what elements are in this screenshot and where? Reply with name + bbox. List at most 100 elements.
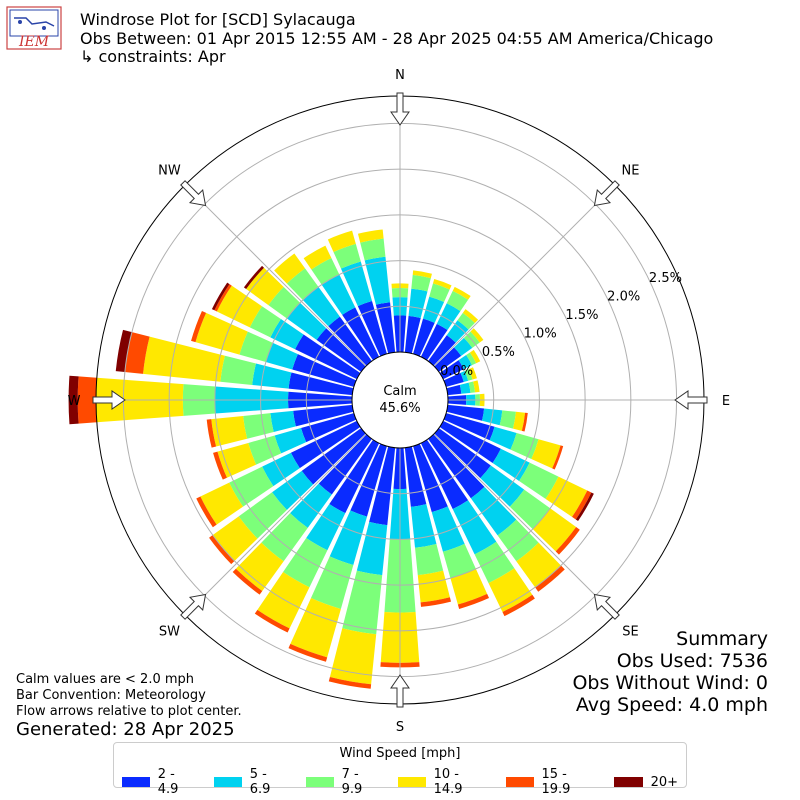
flow-arrow — [593, 180, 620, 207]
windrose-bar-segment — [470, 328, 484, 343]
windrose-bar-segment — [115, 329, 132, 373]
legend-label: 5 - 6.9 — [249, 767, 271, 797]
legend-swatch — [613, 777, 643, 787]
radial-tick-labels: 0.0% 0.5% 1.0% 1.5% 2.0% 2.5% — [440, 271, 682, 379]
windrose-bar-segment — [283, 538, 328, 588]
windrose-bar-segment — [516, 542, 561, 588]
windrose-bar-segment — [432, 279, 452, 290]
windrose-bar-segment — [499, 410, 516, 429]
windrose-bar-segment — [243, 265, 264, 290]
windrose-bar-segment — [473, 380, 480, 393]
windrose-bar-segment — [248, 435, 282, 465]
windrose-bar-segment — [196, 496, 217, 528]
windrose-bar-segment — [77, 376, 97, 424]
direction-label: S — [396, 720, 404, 735]
windrose-bar-segment — [209, 535, 235, 565]
windrose-bar-segment — [232, 568, 263, 595]
windrose-bar-segment — [238, 492, 287, 539]
direction-label: NE — [622, 163, 640, 178]
calm-note: Calm values are < 2.0 mph — [16, 672, 195, 687]
legend-item: 2 - 4.9 — [122, 767, 198, 797]
windrose-bar-segment — [452, 500, 497, 555]
windrose-bar-segment — [410, 504, 437, 548]
windrose-bar-segment — [434, 428, 491, 479]
legend-item: 20+ — [613, 767, 678, 797]
windrose-bar-segment — [489, 426, 517, 450]
windrose-bar-segment — [458, 355, 473, 370]
flow-arrows — [92, 92, 708, 708]
windrose-bar-segment — [428, 434, 485, 499]
chart-constraints: ↳ constraints: Apr — [80, 47, 226, 66]
windrose-bar-segment — [532, 508, 577, 552]
windrose-bar-segment — [535, 565, 565, 592]
legend-swatch — [505, 777, 534, 787]
direction-label: W — [68, 394, 81, 409]
radial-tick-label: 1.0% — [524, 327, 557, 342]
chart-header: Windrose Plot for [SCD] Sylacauga Obs Be… — [80, 10, 713, 67]
legend-swatch — [213, 777, 242, 787]
chart-notes: Calm values are < 2.0 mph Bar Convention… — [16, 672, 242, 720]
legend-label: 20+ — [650, 774, 678, 790]
windrose-bar-segment — [442, 543, 476, 579]
windrose-bar-segment — [257, 572, 310, 629]
chart-title: Windrose Plot for [SCD] Sylacauga — [80, 10, 356, 29]
windrose-bar-segment — [288, 372, 354, 396]
windrose-bar-segment — [415, 544, 444, 576]
windrose-bar-segment — [466, 352, 477, 366]
windrose-bar-segment — [302, 286, 340, 327]
windrose-bar-segment — [262, 452, 300, 487]
calm-label: Calm — [383, 384, 416, 399]
legend-label: 10 - 14.9 — [433, 767, 463, 797]
windrose-bar-segment — [509, 489, 551, 530]
windrose-bar-segment — [412, 270, 432, 279]
windrose-bar-segment — [290, 483, 332, 528]
windrose-bar-segment — [531, 439, 561, 469]
legend-swatch — [397, 777, 426, 787]
windrose-bar-segment — [249, 306, 281, 338]
windrose-bar-segment — [318, 434, 372, 495]
windrose-bar-segment — [369, 446, 396, 526]
summary-box: Summary Obs Used: 7536 Obs Without Wind:… — [572, 628, 768, 716]
calm-value: 45.6% — [379, 401, 420, 416]
windrose-bar-segment — [492, 448, 530, 481]
legend-item: 5 - 6.9 — [213, 767, 290, 797]
windrose-bars — [68, 229, 594, 689]
legend-item: 15 - 19.9 — [505, 767, 598, 797]
direction-label: E — [722, 394, 730, 409]
flow-arrow — [593, 593, 620, 620]
direction-label: N — [395, 68, 405, 83]
windrose-bar-segment — [286, 268, 319, 301]
windrose-bar-segment — [497, 519, 539, 562]
windrose-bar-segment — [340, 261, 372, 307]
windrose-bar-segment — [321, 274, 356, 315]
windrose-bar-segment — [328, 676, 372, 689]
windrose-bar-segment — [423, 296, 445, 323]
windrose-bar-segment — [213, 451, 227, 480]
windrose-bar-segment — [364, 256, 391, 305]
windrose-bar-segment — [270, 410, 296, 432]
windrose-bar-segment — [342, 307, 380, 361]
windrose-bar-segment — [272, 470, 314, 510]
windrose-bar-segment — [243, 413, 274, 439]
flow-arrow — [390, 674, 410, 708]
windrose-bar-segment — [428, 335, 456, 366]
windrose-bar-segment — [342, 570, 383, 635]
windrose-bar-segment — [254, 609, 290, 633]
grid-spoke — [184, 184, 367, 367]
windrose-bar-segment — [239, 331, 273, 363]
legend-swatch — [305, 777, 334, 787]
windrose-bar-segment — [357, 301, 387, 357]
windrose-bar-segment — [195, 312, 248, 355]
windrose-bar-segment — [200, 482, 244, 525]
windrose-bar-segment — [217, 442, 257, 478]
windrose-bar-segment — [446, 404, 485, 421]
flow-arrow — [674, 390, 708, 410]
summary-title: Summary — [676, 628, 768, 650]
windrose-bar-segment — [459, 382, 471, 394]
logo-text: IEM — [18, 34, 50, 50]
windrose-bar-segment — [288, 643, 328, 662]
windrose-bar-segment — [413, 443, 448, 513]
windrose-bar-segment — [521, 412, 528, 432]
windrose-bar-segment — [295, 334, 361, 380]
windrose-bar-segment — [488, 568, 533, 612]
